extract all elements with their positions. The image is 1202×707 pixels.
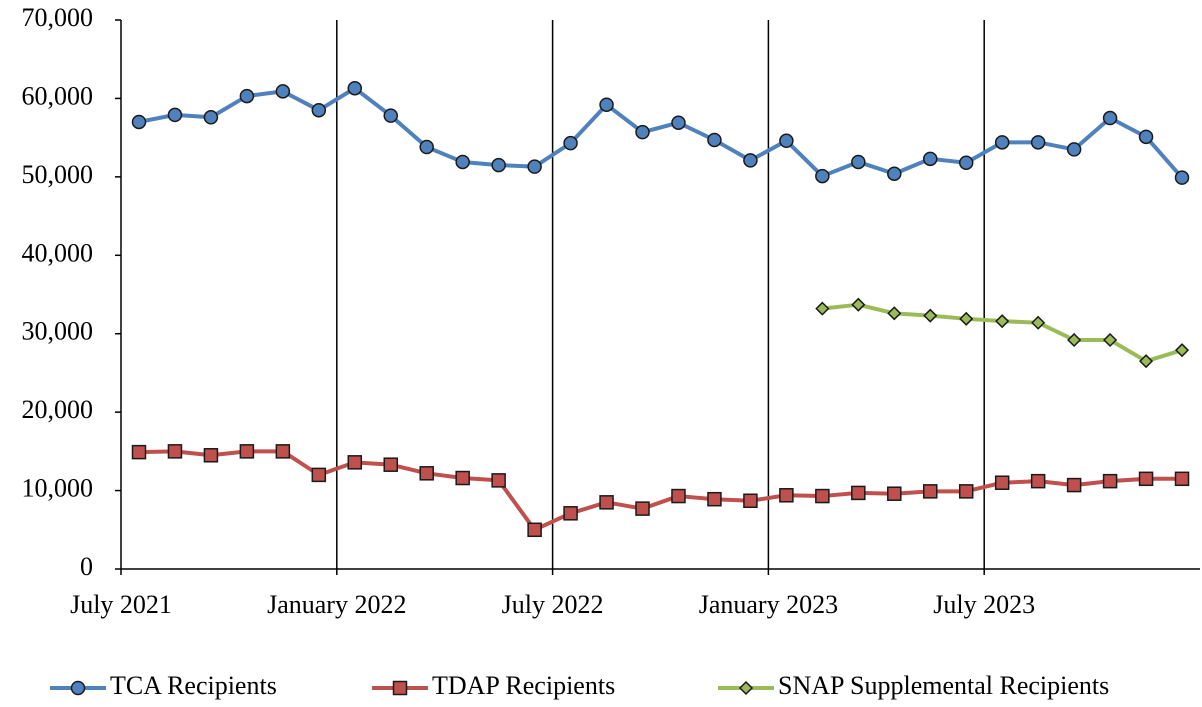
marker (419, 139, 434, 155)
marker (167, 444, 183, 459)
legend-marker (70, 680, 86, 696)
marker (599, 97, 614, 112)
y-tick-label: 70,000 (22, 3, 94, 32)
marker (743, 493, 758, 509)
marker (1102, 110, 1118, 126)
x-tick-label: July 2023 (933, 590, 1035, 619)
marker (707, 491, 722, 507)
series-line (138, 86, 1184, 179)
marker (1138, 129, 1154, 145)
marker (239, 88, 255, 104)
marker (1031, 315, 1046, 330)
marker (455, 470, 470, 486)
marker (923, 308, 938, 323)
marker (311, 467, 327, 483)
marker (419, 466, 434, 481)
marker (491, 157, 506, 173)
legend-marker (392, 680, 408, 696)
marker (1174, 343, 1190, 358)
marker (815, 168, 830, 184)
marker (1030, 135, 1046, 150)
marker (994, 135, 1010, 150)
marker (923, 484, 938, 499)
y-tick-label: 30,000 (22, 317, 94, 346)
marker (1067, 332, 1082, 348)
marker (959, 311, 974, 326)
marker (743, 153, 758, 168)
marker (1138, 354, 1154, 369)
marker (815, 488, 830, 504)
marker (383, 108, 398, 123)
marker (1138, 471, 1154, 487)
marker (1103, 332, 1118, 348)
x-tick-label: July 2022 (502, 590, 604, 619)
marker (383, 457, 398, 472)
marker (635, 124, 650, 140)
marker (203, 448, 219, 463)
marker (1174, 471, 1190, 487)
marker (563, 506, 578, 521)
marker (239, 444, 255, 459)
legend-label: SNAP Supplemental Recipients (778, 671, 1109, 700)
marker (635, 501, 650, 516)
marker (131, 114, 147, 130)
marker (527, 522, 542, 538)
legend-marker (738, 680, 754, 696)
marker (1174, 170, 1190, 185)
y-tick-label: 40,000 (22, 238, 94, 267)
marker (923, 151, 938, 167)
marker (1066, 142, 1082, 157)
marker (347, 455, 363, 470)
x-tick-label: January 2023 (699, 590, 838, 619)
marker (887, 166, 902, 181)
marker (958, 484, 974, 499)
marker (455, 154, 470, 170)
marker (203, 110, 219, 125)
marker (958, 155, 974, 170)
series-line (822, 302, 1183, 364)
marker (851, 297, 866, 312)
marker (275, 444, 291, 459)
marker (491, 473, 506, 488)
legend-label: TCA Recipients (110, 671, 277, 700)
marker (994, 475, 1010, 490)
series-line (138, 449, 1183, 532)
legend-label: TDAP Recipients (432, 671, 615, 700)
y-tick-label: 50,000 (22, 160, 94, 189)
y-tick-label: 0 (80, 552, 93, 581)
marker (779, 133, 794, 149)
marker (707, 132, 722, 148)
marker (563, 135, 578, 151)
marker (275, 84, 291, 99)
y-tick-label: 60,000 (22, 81, 94, 110)
marker (671, 488, 686, 504)
marker (887, 486, 902, 501)
marker (131, 444, 147, 460)
marker (1102, 473, 1118, 489)
marker (851, 154, 866, 170)
marker (815, 301, 830, 316)
marker (995, 314, 1010, 329)
marker (851, 485, 866, 501)
marker (887, 306, 902, 321)
y-tick-label: 20,000 (22, 395, 94, 424)
marker (779, 488, 794, 503)
marker (671, 115, 686, 130)
y-tick-label: 10,000 (22, 474, 94, 503)
marker (527, 159, 542, 174)
x-tick-label: January 2022 (267, 590, 406, 619)
marker (311, 102, 327, 118)
marker (167, 107, 183, 123)
marker (1030, 473, 1046, 489)
x-tick-label: July 2021 (70, 590, 172, 619)
marker (1066, 477, 1082, 493)
marker (347, 80, 363, 96)
marker (599, 495, 614, 510)
